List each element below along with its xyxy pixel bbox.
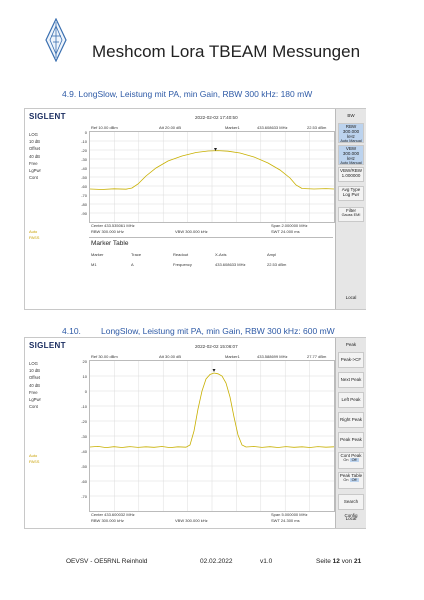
ref-level: Ref 10.00 dBm xyxy=(91,125,118,130)
peak-peak-softkey[interactable]: Peak Peak xyxy=(338,432,364,448)
spectrum-trace-2 xyxy=(89,361,335,511)
marker-frequency: 433.588699 MHz xyxy=(257,354,288,359)
center-frequency: Center 433.535061 MHz xyxy=(91,223,135,228)
filter-softkey[interactable]: Filter Gauss EMI xyxy=(338,207,364,222)
marker-table: Marker Table Marker Trace Readout X-Axis… xyxy=(89,237,333,308)
marker-frequency: 433.608633 MHz xyxy=(257,125,288,130)
brand-logo: SIGLENT xyxy=(29,341,66,350)
marker-label: Marker1 xyxy=(225,354,240,359)
cont-peak-softkey[interactable]: Cont Peak On Off xyxy=(338,452,364,469)
footer-date: 02.02.2022 xyxy=(200,558,233,565)
datetime: 2022-02-02 17:40:50 xyxy=(195,115,238,120)
vbw: VBW 300.000 kHz xyxy=(175,518,208,523)
avg-type-softkey[interactable]: Avg Type Log Pwr xyxy=(338,186,364,201)
rbw: RBW 300.000 kHz xyxy=(91,229,124,234)
search-config-softkey[interactable]: Search Config xyxy=(338,494,364,518)
trace-settings: LOG 10 dB Offset 40 dB Free LgPwr Cont xyxy=(29,132,41,181)
section-heading-4-10: LongSlow, Leistung mit PA, min Gain, RBW… xyxy=(101,326,335,336)
analyzer-screenshot-1: SIGLENT 2022-02-02 17:40:50 Ref 10.00 dB… xyxy=(24,108,366,310)
softkey-menu-1: BW RBW 300.000 kHz Auto Manual VBW 300.0… xyxy=(335,109,366,309)
datetime: 2022-02-02 15:06:07 xyxy=(195,344,238,349)
ref-level: Ref 30.00 dBm xyxy=(91,354,118,359)
auto-label: Auto xyxy=(29,453,38,458)
vbw-softkey[interactable]: VBW 300.000 kHz Auto Manual xyxy=(338,145,364,165)
right-peak-softkey[interactable]: Right Peak xyxy=(338,412,364,428)
vbw: VBW 300.000 kHz xyxy=(175,229,208,234)
vbw-rbw-softkey[interactable]: VBW/RBW 1.000000 xyxy=(338,167,364,182)
local-softkey[interactable]: Local xyxy=(345,295,357,300)
brand-logo: SIGLENT xyxy=(29,112,66,121)
span: Span 5.000000 MHz xyxy=(271,512,308,517)
auto-label: Auto xyxy=(29,229,38,234)
left-peak-softkey[interactable]: Left Peak xyxy=(338,392,364,408)
spectrum-plot-1 xyxy=(89,131,335,223)
peak-table-softkey[interactable]: Peak Table On Off xyxy=(338,472,364,489)
trace-settings: LOG 10 dB Offset 40 dB Free LgPwr Cont xyxy=(29,361,41,410)
attenuation: Att 30.00 dB xyxy=(159,354,182,359)
menu-title: Peak xyxy=(345,342,357,347)
marker-amplitude: 27.77 dBm xyxy=(307,354,327,359)
spectrum-plot-2 xyxy=(89,360,335,512)
y-axis-labels-1: 0 -10 -20 -30 -40 -50 -60 -70 -80 -90 xyxy=(81,130,87,216)
pass-label: PASS xyxy=(29,235,40,240)
peak-to-cf-softkey[interactable]: Peak->CF xyxy=(338,352,364,368)
footer-author: OEVSV - OE5RNL Reinhold xyxy=(66,558,148,565)
center-frequency: Center 433.600032 MHz xyxy=(91,512,135,517)
rbw: RBW 300.000 kHz xyxy=(91,518,124,523)
rbw-softkey[interactable]: RBW 300.000 kHz Auto Manual xyxy=(338,123,364,143)
footer-version: v1.0 xyxy=(260,558,273,565)
spectrum-trace-1 xyxy=(89,132,335,222)
span: Span 2.000000 MHz xyxy=(271,223,308,228)
marker-amplitude: 22.53 dBm xyxy=(307,125,327,130)
softkey-menu-2: Peak Peak->CF Next Peak Left Peak Right … xyxy=(335,338,366,528)
sweep-time: SWT 24.000 ms xyxy=(271,229,300,234)
marker-table-title: Marker Table xyxy=(91,240,129,247)
menu-title: BW xyxy=(347,113,355,118)
local-softkey[interactable]: Local xyxy=(345,516,357,521)
y-axis-labels-2: 20 10 0 -10 -20 -30 -40 -50 -60 -70 xyxy=(81,359,87,499)
section-heading-4-9: 4.9. LongSlow, Leistung mit PA, min Gain… xyxy=(62,89,313,99)
attenuation: Att 20.00 dB xyxy=(159,125,182,130)
next-peak-softkey[interactable]: Next Peak xyxy=(338,372,364,388)
section-heading-4-10-number: 4.10. xyxy=(62,326,81,336)
club-logo-icon xyxy=(45,18,67,62)
pass-label: PASS xyxy=(29,459,40,464)
analyzer-screenshot-2: SIGLENT 2022-02-02 15:06:07 Ref 30.00 dB… xyxy=(24,337,366,529)
marker-label: Marker1 xyxy=(225,125,240,130)
document-title: Meshcom Lora TBEAM Messungen xyxy=(92,42,361,61)
sweep-time: SWT 24.300 ms xyxy=(271,518,300,523)
footer-page: Seite 12 von 21 xyxy=(316,558,362,565)
